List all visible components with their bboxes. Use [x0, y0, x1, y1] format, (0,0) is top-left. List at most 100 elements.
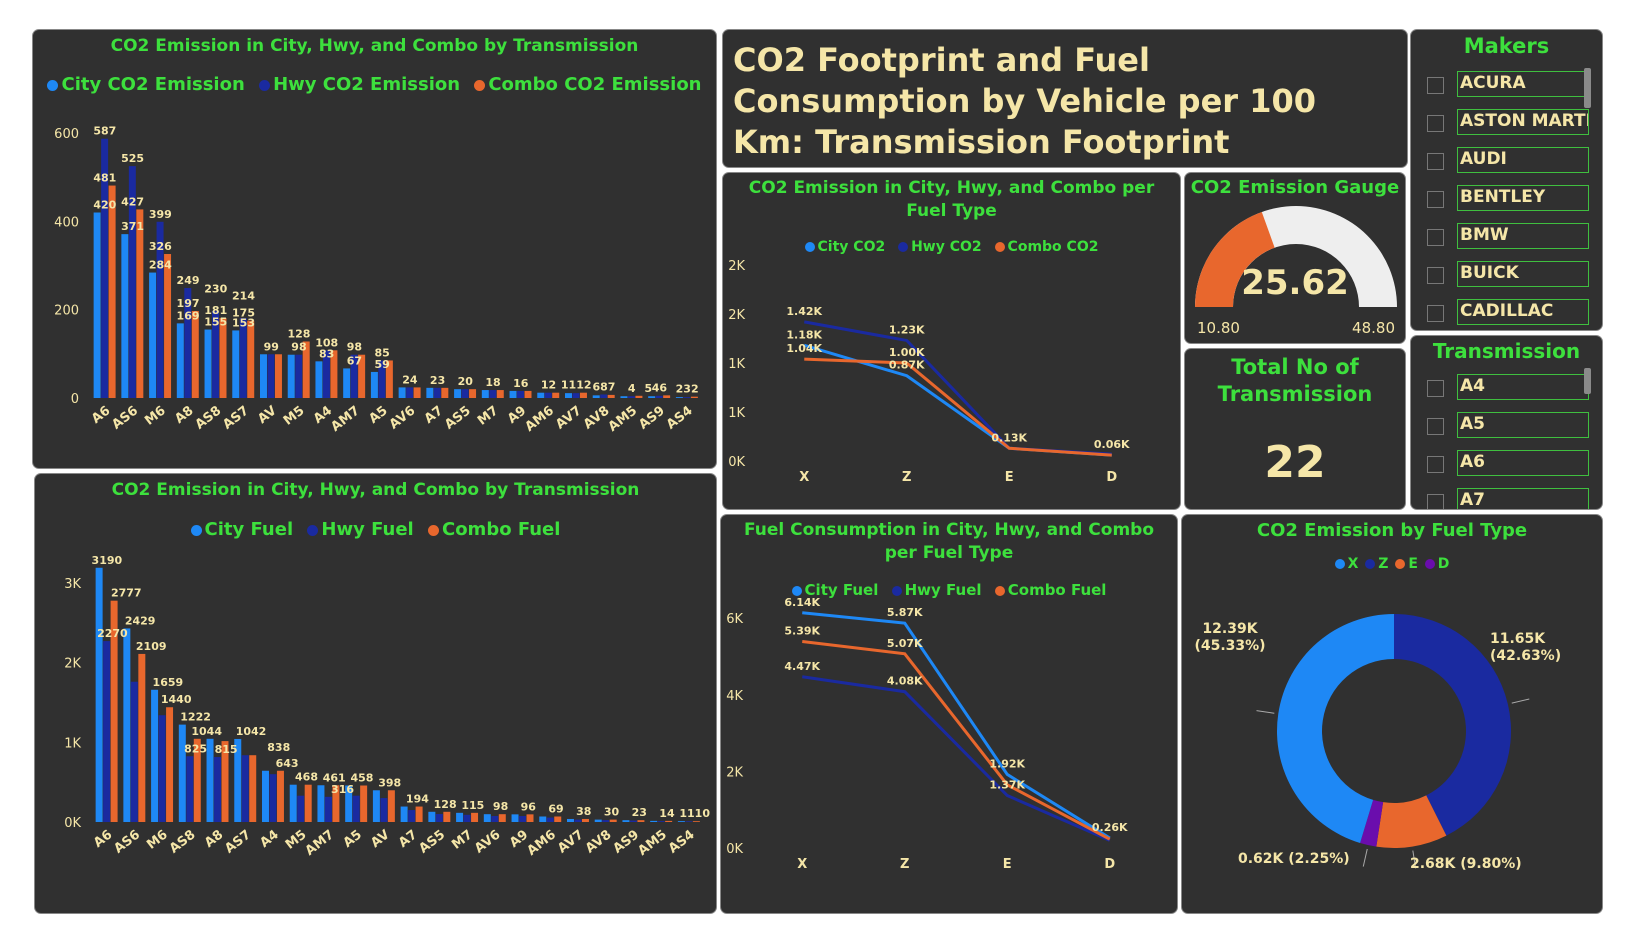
legend-item-e[interactable]: E: [1395, 556, 1418, 572]
fuel-per-fuel-type-title: Fuel Consumption in City, Hwy, and Combo…: [743, 520, 1155, 563]
data-label: 20: [458, 375, 474, 388]
data-label: 0.87K: [889, 359, 925, 372]
checkbox[interactable]: [1427, 456, 1444, 473]
bar-combo-fuel: [360, 785, 368, 822]
bar-hwy-co2-emission: [378, 360, 386, 398]
x-tick-label: AV6: [472, 827, 504, 856]
x-tick-label: AV: [368, 827, 392, 851]
data-label: 5: [644, 382, 652, 395]
data-label: 458: [350, 771, 373, 784]
legend-item-hwy-co2[interactable]: Hwy CO2: [898, 239, 982, 255]
bar-hwy-co2-emission: [600, 394, 608, 398]
checkbox[interactable]: [1427, 305, 1444, 322]
y-tick-label: 200: [54, 304, 79, 319]
y-tick-label: 0K: [728, 455, 745, 470]
bar-city-fuel: [650, 820, 658, 822]
bar-city-co2-emission: [259, 354, 267, 398]
legend-item-x[interactable]: X: [1334, 556, 1358, 572]
bar-hwy-co2-emission: [683, 397, 691, 398]
legend-item-city-fuel[interactable]: City Fuel: [190, 519, 293, 540]
legend-item-city[interactable]: City CO2 Emission: [47, 74, 245, 95]
bar-city-co2-emission: [204, 329, 212, 398]
bar-hwy-co2-emission: [406, 387, 414, 398]
bar-city-co2-emission: [93, 212, 101, 398]
data-label: 399: [149, 208, 172, 221]
legend-item-city-co2[interactable]: City CO2: [804, 239, 885, 255]
transmission-scrollbar[interactable]: [1584, 368, 1591, 394]
legend-item-combo[interactable]: Combo CO2 Emission: [474, 74, 702, 95]
makers-scrollbar[interactable]: [1584, 68, 1591, 108]
legend-item-combo-fuel[interactable]: Combo Fuel: [427, 519, 560, 540]
donut-legend: X Z E D: [1182, 556, 1602, 572]
x-tick-label: A6: [89, 403, 113, 427]
y-tick-label: 2K: [728, 308, 745, 323]
bar-city-co2-emission: [176, 323, 184, 398]
legend-item-combo-co2[interactable]: Combo CO2: [994, 239, 1098, 255]
checkbox[interactable]: [1427, 494, 1444, 509]
data-label: 96: [521, 800, 537, 813]
data-label: 46: [652, 381, 668, 394]
bar-city-fuel: [456, 812, 464, 822]
bar-combo-fuel: [526, 814, 534, 822]
bar-combo-fuel: [387, 790, 395, 822]
bar-city-fuel: [428, 811, 436, 822]
bar-hwy-fuel: [546, 817, 554, 822]
checkbox[interactable]: [1427, 153, 1444, 170]
bar-combo-fuel: [637, 820, 645, 822]
checkbox[interactable]: [1427, 229, 1444, 246]
data-label: 69: [548, 803, 563, 816]
data-label: 1.00K: [889, 346, 925, 359]
bar-city-fuel: [151, 689, 159, 822]
data-label: 1659: [153, 676, 184, 689]
donut-slice-d: [1360, 799, 1384, 847]
checkbox[interactable]: [1427, 77, 1444, 94]
bar-city-co2-emission: [343, 368, 351, 398]
legend-item-hwy[interactable]: Hwy CO2 Emission: [259, 74, 460, 95]
co2-by-fuel-type-donut: 12.39K (45.33%) 11.65K (42.63%) 2.68K (9.80%…: [1194, 614, 1561, 872]
bar-city-co2-emission: [315, 361, 323, 398]
x-tick-label: AV8: [583, 827, 615, 856]
gauge-value: 25.62: [1241, 263, 1349, 303]
checkbox[interactable]: [1427, 115, 1444, 132]
x-tick-label: M6: [144, 827, 171, 852]
checkbox[interactable]: [1427, 191, 1444, 208]
bar-city-fuel: [483, 814, 491, 822]
x-tick-label: E: [1003, 857, 1012, 872]
line-combo-fuel: [802, 640, 1111, 841]
data-label: 197: [177, 297, 200, 310]
data-label: 1.92K: [989, 757, 1025, 770]
bar-combo-co2-emission: [607, 394, 615, 398]
data-label: 468: [295, 771, 318, 784]
bar-combo-fuel: [138, 653, 146, 822]
x-tick-label: A8: [202, 827, 226, 851]
bar-combo-fuel: [415, 806, 423, 822]
x-tick-label: AS8: [167, 827, 199, 856]
data-label: 153: [232, 316, 255, 329]
data-label: 643: [276, 757, 299, 770]
co2-per-fuel-type-title: CO2 Emission in City, Hwy, and Combo per…: [748, 178, 1155, 221]
checkbox[interactable]: [1427, 418, 1444, 435]
legend-item-d[interactable]: D: [1424, 556, 1449, 572]
bar-hwy-co2-emission: [572, 393, 580, 398]
data-label: 214: [232, 289, 255, 302]
x-tick-label: AM5: [606, 403, 640, 435]
x-tick-label: AM5: [635, 827, 669, 859]
checkbox[interactable]: [1427, 267, 1444, 284]
y-tick-label: 1K: [728, 357, 745, 372]
bar-hwy-fuel: [685, 821, 693, 822]
bar-combo-co2-emission: [274, 354, 282, 398]
legend-item-city-fuel-line[interactable]: City Fuel: [791, 581, 878, 599]
donut-data-label: 12.39K (45.33%): [1194, 621, 1265, 654]
x-tick-label: D: [1104, 857, 1115, 872]
fuel-by-transmission-legend: City Fuel Hwy Fuel Combo Fuel: [35, 519, 716, 540]
legend-item-combo-fuel-line[interactable]: Combo Fuel: [994, 581, 1106, 599]
legend-item-z[interactable]: Z: [1365, 556, 1388, 572]
bar-hwy-fuel: [103, 641, 111, 822]
x-tick-label: AS5: [442, 403, 474, 432]
legend-item-hwy-fuel[interactable]: Hwy Fuel: [307, 519, 414, 540]
bar-combo-co2-emission: [385, 360, 393, 398]
y-tick-label: 0: [71, 392, 79, 407]
checkbox[interactable]: [1427, 380, 1444, 397]
legend-item-hwy-fuel-line[interactable]: Hwy Fuel: [891, 581, 982, 599]
bar-hwy-fuel: [435, 814, 443, 822]
